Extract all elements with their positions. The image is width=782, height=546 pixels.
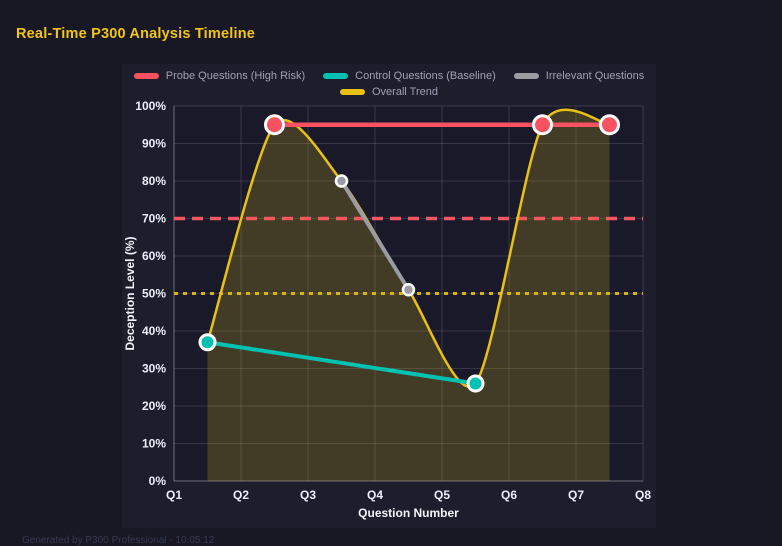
data-point-control-questions-baseline[interactable] [466, 374, 485, 393]
legend-swatch-probe-questions-high-risk [133, 73, 159, 79]
y-axis-title: Deception Level (%) [123, 236, 137, 350]
timeline-chart[interactable]: 0%10%20%30%40%50%60%70%80%90%100%Q1 Q2 Q3 Q… [122, 64, 656, 528]
legend-label: Probe Questions (High Risk) [165, 70, 306, 82]
x-tick-label: Q7 [568, 488, 584, 502]
series-line-irrelevant-questions [339, 179, 411, 292]
y-tick-label: 70% [142, 212, 166, 226]
x-tick-label: Q8 [635, 488, 651, 502]
chart-legend: Probe Questions (High Risk) Control Quest… [122, 70, 656, 98]
legend-label: Control Questions (Baseline) [355, 70, 496, 82]
x-tick-label: Q4 [367, 488, 383, 502]
data-point-probe-questions-high-risk[interactable] [599, 114, 620, 136]
x-axis-labels: Q1 Q2 Q3 Q4 Q5 Q6 Q7 Q8 [166, 488, 651, 502]
grid [173, 105, 644, 482]
legend-row-2: Overall Trend [339, 86, 439, 98]
legend-label: Overall Trend [371, 86, 439, 98]
y-tick-label: 0% [149, 474, 167, 488]
y-tick-label: 30% [142, 362, 166, 376]
y-tick-label: 10% [142, 437, 166, 451]
data-point-irrelevant-questions[interactable] [401, 283, 416, 297]
x-tick-label: Q2 [233, 488, 249, 502]
series-line-control-questions-baseline [205, 340, 478, 386]
data-point-control-questions-baseline[interactable] [198, 333, 217, 352]
legend-item-irrelevant-questions[interactable]: Irrelevant Questions [513, 70, 645, 82]
x-tick-label: Q5 [434, 488, 450, 502]
legend-item-control-questions-baseline[interactable]: Control Questions (Baseline) [323, 70, 496, 82]
y-tick-label: 40% [142, 324, 166, 338]
y-tick-label: 60% [142, 249, 166, 263]
y-axis-labels: 0% 10% 20% 30% 40% 50% 60% 70% 80% 90% 100% [135, 99, 166, 488]
legend-swatch-control-questions-baseline [323, 73, 349, 79]
y-tick-label: 20% [142, 399, 166, 413]
legend-item-overall-trend[interactable]: Overall Trend [339, 86, 439, 98]
chart-panel: Probe Questions (High Risk) Control Quest… [122, 64, 656, 528]
legend-row-1: Probe Questions (High Risk) Control Quest… [133, 70, 645, 82]
page-title: Real-Time P300 Analysis Timeline [16, 26, 256, 42]
legend-label: Irrelevant Questions [545, 70, 645, 82]
data-point-probe-questions-high-risk[interactable] [264, 114, 285, 136]
x-tick-label: Q6 [501, 488, 517, 502]
legend-swatch-overall-trend [339, 89, 365, 95]
x-axis-title: Question Number [358, 506, 459, 520]
y-tick-label: 50% [142, 287, 166, 301]
data-point-probe-questions-high-risk[interactable] [532, 114, 553, 136]
legend-swatch-irrelevant-questions [513, 73, 539, 79]
data-point-irrelevant-questions[interactable] [334, 174, 349, 188]
y-tick-label: 100% [135, 99, 166, 113]
y-tick-label: 90% [142, 137, 166, 151]
x-tick-label: Q1 [166, 488, 182, 502]
x-tick-label: Q3 [300, 488, 316, 502]
y-tick-label: 80% [142, 174, 166, 188]
footer-note: Generated by P300 Professional - 10:05:1… [22, 535, 215, 546]
legend-item-probe-questions-high-risk[interactable]: Probe Questions (High Risk) [133, 70, 306, 82]
